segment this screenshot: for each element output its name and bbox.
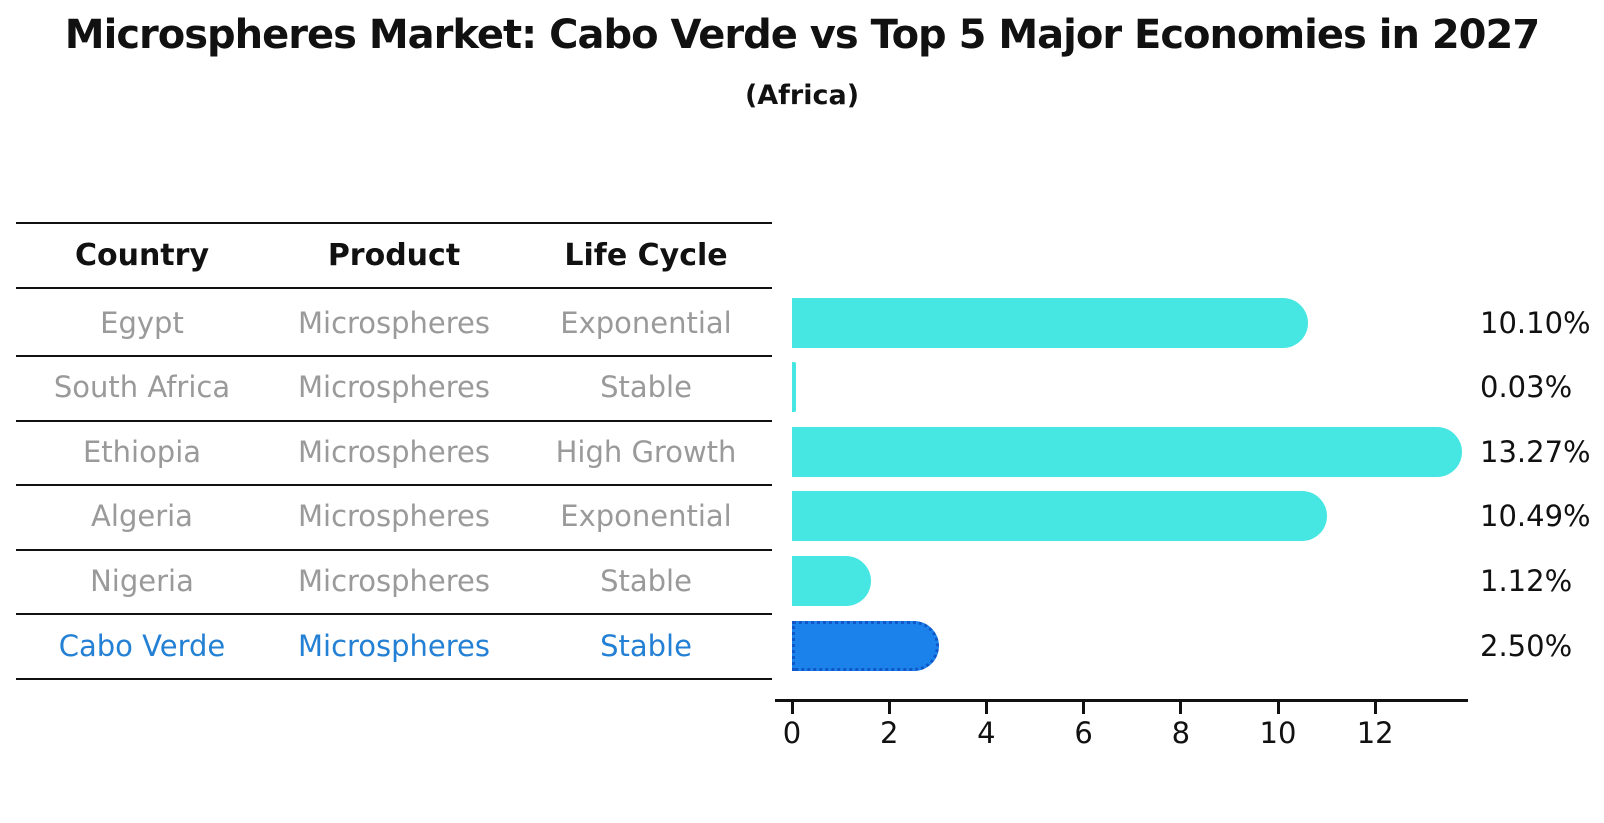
x-axis-tick-label: 10 xyxy=(1259,716,1297,750)
table-divider xyxy=(16,419,772,422)
x-axis-tick-label: 4 xyxy=(977,716,996,750)
table-cell-life-cycle-south-africa: Stable xyxy=(600,370,692,405)
table-cell-product-ethiopia: Microspheres xyxy=(297,434,491,469)
table-cell-country-south-africa: South Africa xyxy=(53,370,231,405)
table-cell-product-nigeria: Microspheres xyxy=(297,563,491,598)
table-divider xyxy=(16,678,772,680)
bar-nigeria xyxy=(792,555,872,606)
value-label-ethiopia: 13.27% xyxy=(1480,434,1591,469)
x-axis-tick xyxy=(887,700,891,714)
table-cell-country-ethiopia: Ethiopia xyxy=(82,434,202,469)
x-axis-tick-label: 0 xyxy=(782,716,802,750)
bar-algeria xyxy=(792,491,1327,542)
table-cell-country-egypt: Egypt xyxy=(100,305,184,340)
table-divider xyxy=(16,484,772,487)
table-divider xyxy=(16,548,772,551)
x-axis-tick xyxy=(1179,700,1183,714)
value-label-cabo-verde: 2.50% xyxy=(1480,628,1573,663)
x-axis-tick-label: 12 xyxy=(1356,716,1394,750)
chart-title: Microspheres Market: Cabo Verde vs Top 5… xyxy=(64,12,1540,58)
table-divider xyxy=(16,613,772,616)
table-cell-product-algeria: Microspheres xyxy=(297,499,491,534)
table-cell-life-cycle-nigeria: Stable xyxy=(600,563,692,598)
bar-ethiopia xyxy=(792,426,1462,477)
table-cell-country-cabo-verde: Cabo Verde xyxy=(58,628,226,663)
value-label-south-africa: 0.03% xyxy=(1480,370,1573,405)
bar-egypt xyxy=(792,297,1308,348)
x-axis-line xyxy=(775,699,1468,702)
table-cell-life-cycle-egypt: Exponential xyxy=(560,305,732,340)
table-cell-country-algeria: Algeria xyxy=(91,499,193,534)
x-axis-tick xyxy=(984,700,988,714)
x-axis-tick xyxy=(1373,700,1377,714)
bar-cabo-verde xyxy=(792,620,939,671)
x-axis-tick-label: 8 xyxy=(1171,716,1191,750)
bar-south-africa xyxy=(792,362,796,413)
table-cell-life-cycle-ethiopia: High Growth xyxy=(555,434,737,469)
table-cell-product-south-africa: Microspheres xyxy=(297,370,491,405)
table-cell-product-egypt: Microspheres xyxy=(297,305,491,340)
table-cell-product-cabo-verde: Microspheres xyxy=(297,628,491,663)
x-axis-tick xyxy=(1276,700,1280,714)
table-cell-life-cycle-cabo-verde: Stable xyxy=(600,628,692,663)
table-divider xyxy=(16,355,772,357)
table-header-product: Product xyxy=(327,238,461,273)
x-axis-tick-label: 2 xyxy=(879,716,899,750)
table-divider xyxy=(16,222,772,224)
value-label-nigeria: 1.12% xyxy=(1480,563,1573,598)
table-cell-country-nigeria: Nigeria xyxy=(90,563,194,598)
table-header-country: Country xyxy=(74,238,210,273)
table-cell-life-cycle-algeria: Exponential xyxy=(560,499,732,534)
x-axis-tick xyxy=(1082,700,1086,714)
table-divider xyxy=(16,287,772,289)
value-label-egypt: 10.10% xyxy=(1480,305,1591,340)
table-header-lifecycle: Life Cycle xyxy=(564,238,728,273)
x-axis-tick xyxy=(790,700,794,714)
chart-subtitle: (Africa) xyxy=(744,80,860,111)
value-label-algeria: 10.49% xyxy=(1480,499,1591,534)
x-axis-tick-label: 6 xyxy=(1074,716,1093,750)
